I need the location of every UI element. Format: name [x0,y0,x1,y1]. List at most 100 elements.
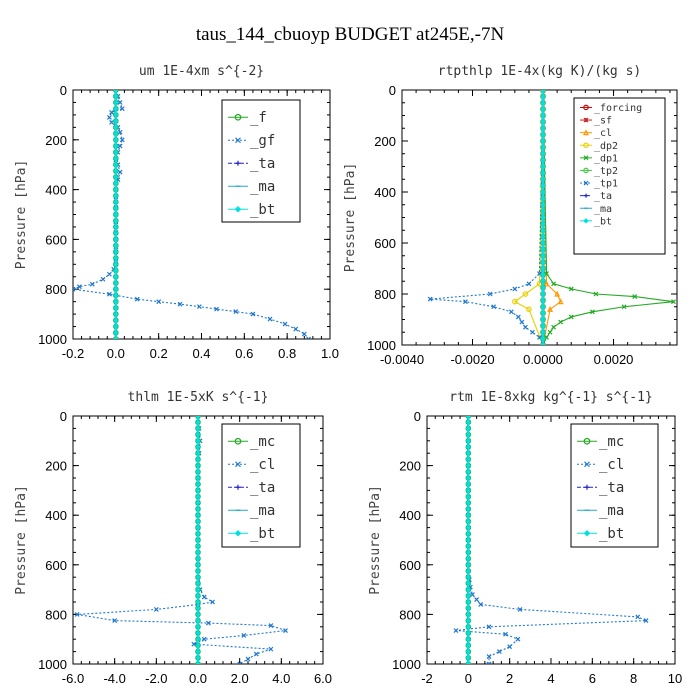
legend-label: _bt [250,526,275,542]
data-point [195,487,201,494]
data-point [195,444,201,450]
x-tick-label: -4.0 [103,671,125,686]
data-point [540,329,546,335]
data-point [283,628,288,633]
y-tick-label: 200 [374,134,396,149]
data-point [643,618,649,624]
data-point [465,500,472,506]
data-point [196,304,202,310]
y-tick-label: 400 [399,508,421,523]
data-point [195,518,201,525]
y-tick-label: 200 [399,459,421,474]
x-tick-label: -2.0 [145,671,167,686]
data-point [589,309,595,315]
data-point [195,611,201,618]
data-point [306,336,312,339]
data-point [195,438,201,444]
data-point [465,630,472,636]
data-point [195,469,201,475]
data-point [465,493,472,500]
data-point [253,651,259,657]
legend-box [221,99,301,223]
data-point [540,240,546,246]
legend-marker [234,206,242,213]
legend-marker [583,218,589,224]
data-point [195,512,201,518]
data-point [526,281,532,287]
legend-marker [584,193,588,198]
data-point [512,286,518,292]
data-point [522,291,529,297]
y-tick-label: 0 [389,83,396,98]
data-point [113,105,119,112]
data-point [214,306,219,312]
data-point [486,654,492,659]
data-point [195,574,201,580]
data-point [470,592,475,597]
data-point [113,199,119,205]
data-point [195,462,201,469]
data-point [112,618,118,624]
data-point [540,297,546,304]
x-tick-label: 2 [506,671,513,686]
data-point [100,276,106,282]
data-point [195,481,201,487]
data-point [540,342,546,345]
figure-title: taus_144_cbuoyp BUDGET at245E,-7N [196,24,505,45]
data-point [530,329,535,335]
data-point [191,641,197,647]
data-point [109,119,114,125]
legend-label: _ta [594,191,612,202]
data-point [113,317,119,324]
data-point [195,456,201,463]
data-point [195,431,201,438]
data-point [551,324,557,330]
legend-marker [583,530,591,537]
data-point [195,661,201,664]
series-layer [74,416,288,664]
legend-label: _ma [594,204,612,215]
data-point [465,475,472,481]
legend-marker [234,113,242,121]
data-point [77,284,82,290]
legend-box [221,423,301,548]
data-point [540,233,546,240]
data-point [113,174,119,180]
data-point [201,594,207,600]
data-point [465,599,472,605]
legend-marker [583,129,589,136]
data-point [109,109,114,115]
x-tick-label: 6 [589,671,596,686]
legend-label: _bt [250,202,275,218]
data-point [113,224,119,230]
x-tick-label: 0.2 [150,346,168,361]
y-tick-label: 400 [45,183,67,198]
legend-label: _f [250,110,267,126]
legend: _forcing _sf_cl _dp2_dp1 _tp2 _tp1_ta _ma_bt [573,97,666,255]
data-point [540,195,546,202]
data-point [465,568,472,574]
data-point [113,193,119,199]
data-point [465,555,472,562]
data-point [465,549,472,556]
data-point [195,419,201,425]
data-point [465,416,472,419]
data-point [465,438,472,444]
data-point [89,281,95,287]
data-point [465,419,472,425]
legend-marker [235,160,241,166]
data-point [195,416,201,419]
x-tick-label: 8 [630,671,637,686]
data-point [635,614,641,620]
legend: _mc _cl _ta _ma _bt [221,423,301,548]
data-point [195,586,201,593]
y-tick-label: 600 [374,236,396,251]
legend-label: _ta [599,480,624,496]
data-point [195,624,201,630]
legend-label: _ta [250,156,275,172]
data-point [113,323,119,330]
panel-4: rtm 1E-8xkg kg^{-1} s^{-1} Pressure [hPa]… [368,390,682,686]
data-point [507,644,513,650]
data-point [113,211,119,218]
data-point [113,90,119,93]
